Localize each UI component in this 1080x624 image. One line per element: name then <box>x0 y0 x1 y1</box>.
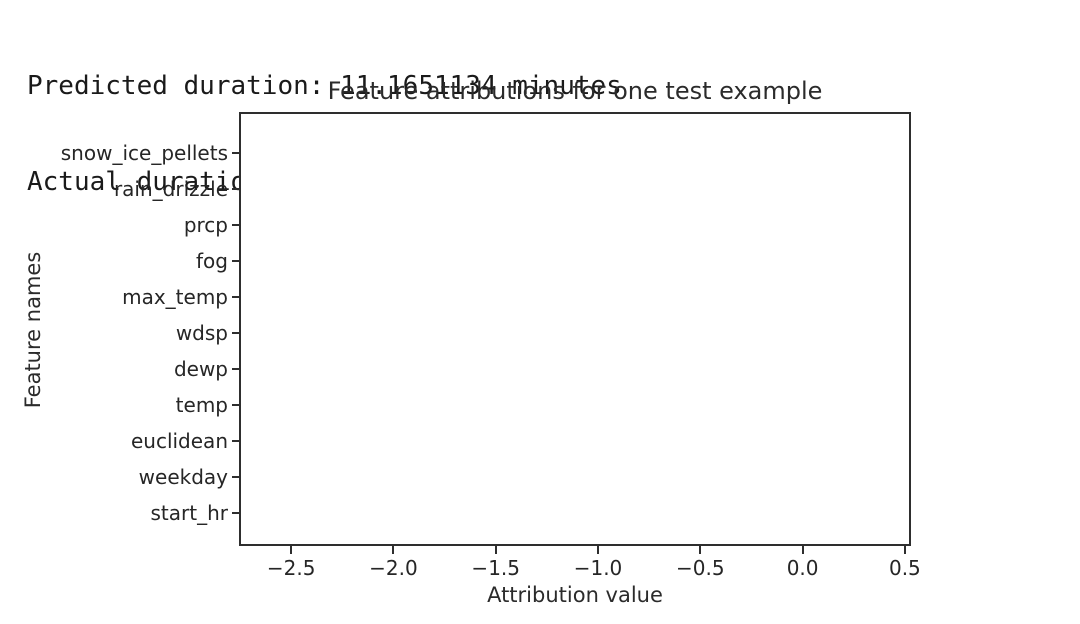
x-tick-mark <box>903 546 906 554</box>
y-tick-mark <box>232 188 240 190</box>
y-tick-label-euclidean: euclidean <box>130 429 228 453</box>
x-tick-label: 0.0 <box>786 556 819 580</box>
x-tick-label: −0.5 <box>676 556 725 580</box>
x-tick-mark <box>699 546 702 554</box>
y-tick-mark <box>232 476 240 478</box>
y-tick-label-fog: fog <box>196 249 228 273</box>
plot-area <box>239 112 911 546</box>
x-tick-label: −2.5 <box>266 556 316 580</box>
x-tick-label: −1.0 <box>573 556 623 580</box>
predicted-duration-text: Predicted duration: 11.1651134 minutes <box>27 71 622 101</box>
y-tick-label-weekday: weekday <box>138 465 228 489</box>
x-tick-mark <box>597 546 599 554</box>
y-tick-label-rain_drizzle: rain_drizzle <box>113 177 228 201</box>
y-tick-label-prcp: prcp <box>183 213 228 237</box>
x-tick-mark <box>392 546 395 554</box>
y-tick-mark <box>232 224 240 226</box>
y-tick-label-wdsp: wdsp <box>175 321 228 345</box>
x-tick-label: −1.5 <box>471 556 521 580</box>
y-tick-mark <box>232 332 240 334</box>
y-tick-label-dewp: dewp <box>173 357 228 381</box>
y-tick-label-temp: temp <box>175 393 228 417</box>
y-tick-mark <box>232 260 240 262</box>
y-tick-label-start_hr: start_hr <box>150 501 228 525</box>
y-tick-mark <box>232 152 240 154</box>
chart-title: Feature attributions for one test exampl… <box>327 77 823 105</box>
y-tick-label-snow_ice_pellets: snow_ice_pellets <box>60 141 228 165</box>
x-tick-mark <box>290 546 293 554</box>
y-tick-mark <box>232 368 240 370</box>
x-tick-mark <box>801 546 804 554</box>
x-tick-mark <box>494 546 497 554</box>
y-tick-label-max_temp: max_temp <box>122 285 228 309</box>
y-tick-mark <box>232 512 240 514</box>
x-tick-label: −2.0 <box>369 556 418 580</box>
x-axis-label: Attribution value <box>487 583 663 607</box>
x-tick-label: 0.5 <box>888 556 921 580</box>
y-tick-mark <box>232 440 240 442</box>
y-tick-mark <box>232 296 240 298</box>
y-tick-mark <box>232 404 240 406</box>
